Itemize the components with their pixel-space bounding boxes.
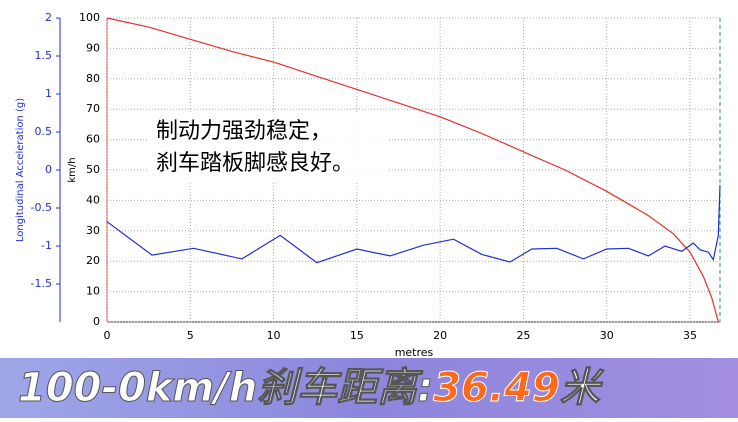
x-tick-label: 35	[683, 329, 697, 342]
y-tick-label: 50	[86, 163, 100, 176]
annotation: 制动力强劲稳定，	[156, 119, 332, 144]
y2-tick-label: -1	[41, 239, 52, 252]
banner: 100-0km/h刹车距离:36.49米	[18, 365, 605, 411]
series-line	[106, 17, 719, 323]
y2-tick-label: 0	[45, 163, 52, 176]
banner-value: 36.49	[433, 365, 560, 411]
x-tick-label: 20	[433, 329, 447, 342]
y2-axis-label: Longitudinal Acceleration (g)	[15, 98, 26, 242]
x-axis-label: metres	[395, 346, 434, 359]
banner-bg	[0, 358, 738, 418]
y-tick-label: 90	[86, 41, 100, 54]
x-tick-label: 5	[187, 329, 194, 342]
y-tick-label: 60	[86, 133, 100, 146]
banner-label: 100-0km/h刹车距离:	[18, 365, 433, 411]
y-tick-label: 10	[86, 285, 100, 298]
y2-tick-label: 0.5	[35, 125, 53, 138]
annotation-box	[148, 114, 388, 182]
y-tick-label: 0	[93, 315, 100, 328]
y2-tick-label: 1.5	[35, 49, 53, 62]
y-tick-label: 40	[86, 193, 100, 206]
y2-tick-label: -1.5	[31, 277, 52, 290]
y-tick-label: 100	[79, 11, 100, 24]
y-tick-label: 80	[86, 72, 100, 85]
y-tick-label: 70	[86, 102, 100, 115]
x-tick-label: 25	[516, 329, 530, 342]
x-tick-label: 30	[600, 329, 614, 342]
y-tick-label: 20	[86, 254, 100, 267]
y2-tick-label: 1	[45, 87, 52, 100]
banner-unit: 米	[560, 365, 605, 411]
annotation: 刹车踏板脚感良好。	[156, 151, 354, 176]
y2-tick-label: 2	[45, 11, 52, 24]
x-tick-label: 15	[350, 329, 364, 342]
y2-tick-label: -0.5	[31, 201, 52, 214]
x-tick-label: 10	[267, 329, 281, 342]
y-axis-label: km/h	[67, 157, 78, 182]
y-tick-label: 30	[86, 224, 100, 237]
series-line	[106, 185, 721, 264]
x-tick-label: 0	[104, 329, 111, 342]
